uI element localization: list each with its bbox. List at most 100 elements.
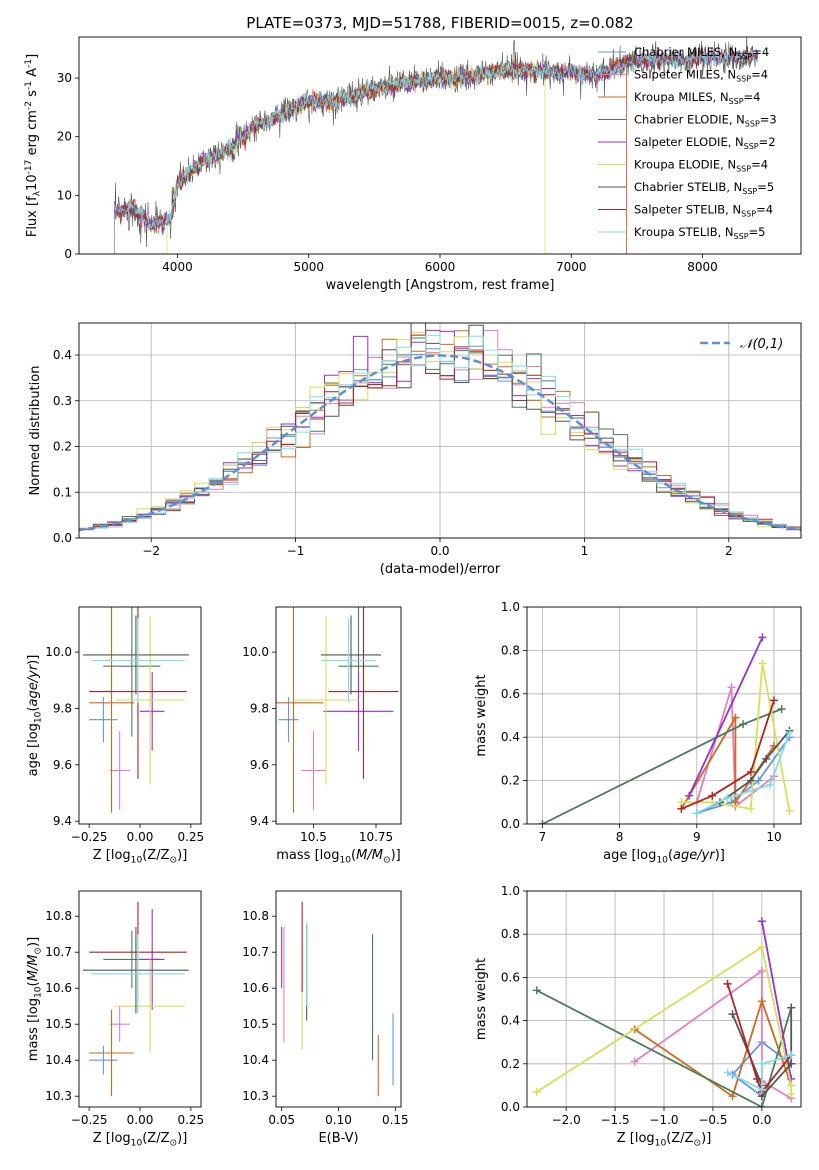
y-tick-label: 10.8	[242, 909, 269, 923]
x-tick-label: 0.10	[325, 1113, 352, 1127]
x-tick-label: 8000	[687, 260, 718, 274]
age-vs-z-plot-area	[83, 607, 189, 813]
x-tick-label: 2	[725, 544, 733, 558]
mass-weight-marker	[757, 917, 766, 926]
mass-vs-ebv-frame	[275, 890, 402, 1108]
x-tick-label: 10	[766, 830, 781, 844]
y-tick-label: 10.8	[45, 909, 72, 923]
residuals-y-axis-label: Normed distribution	[28, 366, 43, 496]
age-vs-mass-plot-area	[276, 607, 399, 813]
y-tick-label: 9.8	[250, 701, 269, 715]
y-tick-label: 10.5	[45, 1017, 72, 1031]
x-tick-label: −1.0	[649, 1113, 678, 1127]
age-vs-mass-frame	[275, 606, 402, 825]
weight-vs-z-x-axis-label: Z [log10​(Z/Z⊙​)]	[617, 1131, 712, 1148]
mass-weight-line	[696, 736, 791, 814]
y-tick-label: 10.0	[45, 645, 72, 659]
legend-entry: Salpeter STELIB, NSSP=4	[634, 203, 773, 219]
y-tick-label: 10.7	[45, 945, 72, 959]
mass-weight-marker	[746, 767, 755, 776]
y-tick-label: 10.3	[45, 1089, 72, 1103]
mass-weight-marker	[757, 1103, 766, 1107]
model-spectrum-line	[114, 52, 627, 254]
mass-weight-marker	[723, 979, 732, 988]
mass-weight-line	[681, 700, 775, 810]
residuals-plot-area	[79, 323, 801, 538]
y-tick-label: 1.0	[501, 600, 520, 614]
x-tick-label: 0.25	[177, 1113, 204, 1127]
mass-weight-marker	[762, 754, 771, 763]
mass-weight-marker	[685, 791, 694, 800]
y-tick-label: 10.4	[242, 1053, 269, 1067]
x-tick-label: −0.25	[71, 1113, 108, 1127]
mass-weight-marker	[538, 820, 547, 824]
weight-vs-age-frame	[526, 606, 802, 825]
y-tick-label: 10.0	[242, 645, 269, 659]
mass-weight-line	[536, 945, 793, 1094]
y-tick-label: 10.4	[45, 1053, 72, 1067]
y-tick-label: 0.4	[501, 1014, 520, 1028]
mass-weight-marker	[692, 809, 701, 818]
mass-weight-marker	[746, 776, 755, 785]
legend-entry: Kroupa MILES, NSSP=4	[634, 90, 760, 106]
residual-histogram-step	[79, 334, 801, 532]
x-tick-label: 10.75	[359, 830, 393, 844]
legend-entry: Kroupa ELODIE, NSSP=4	[634, 158, 768, 174]
x-tick-label: 0.25	[177, 830, 204, 844]
legend-entry: Chabrier MILES, NSSP=4	[634, 45, 769, 61]
residuals-x-axis-label: (data-model)/error	[380, 562, 501, 577]
y-tick-label: 0.4	[53, 348, 72, 362]
mass-weight-marker	[731, 798, 740, 807]
spectrum-x-axis-label: wavelength [Angstrom, rest frame]	[326, 278, 555, 293]
legend-entry: Chabrier ELODIE, NSSP=3	[634, 113, 777, 129]
normal-reference-curve	[79, 354, 801, 532]
mass-weight-marker	[785, 806, 794, 815]
figure-title: PLATE=0373, MJD=51788, FIBERID=0015, z=0…	[246, 14, 633, 32]
mass-weight-marker	[757, 966, 766, 975]
mass-weight-marker	[785, 728, 794, 737]
x-tick-label: 10.5	[300, 830, 327, 844]
residuals-panel: −2 −1 0.0 1 2 0.0 0.1 0.2 0.3 0.4 (data-model)/err…	[28, 322, 802, 577]
mass-weight-marker	[708, 791, 717, 800]
mass-vs-ebv-panel: 0.05 0.10 0.15 10.3 10.4 10.5 10.6 10.7 10.8 E(B-…	[242, 890, 409, 1146]
mass-weight-marker	[728, 1092, 737, 1101]
weight-vs-age-y-axis-label: mass weight	[474, 674, 489, 756]
weight-vs-age-x-axis-label: age [log10​(age/yr)]	[603, 848, 725, 865]
x-tick-label: 0.0	[752, 1113, 771, 1127]
y-tick-label: 30	[57, 71, 72, 85]
y-tick-label: 10	[57, 188, 72, 202]
legend-entry: Salpeter ELODIE, NSSP=2	[634, 135, 776, 151]
x-tick-label: 0.00	[127, 1113, 154, 1127]
y-tick-label: 10.3	[242, 1089, 269, 1103]
mass-weight-line	[688, 637, 764, 797]
age-vs-z-frame	[78, 606, 202, 825]
mass-weight-marker	[630, 1057, 639, 1066]
weight-vs-age-plot-area	[527, 607, 801, 824]
mass-weight-marker	[787, 1081, 796, 1090]
mass-weight-marker	[752, 1074, 761, 1083]
x-tick-label: −0.25	[71, 830, 108, 844]
mass-weight-marker	[766, 780, 775, 789]
age-vs-z-x-axis-label: Z [log10​(Z/Z⊙​)]	[93, 848, 188, 865]
y-tick-label: 9.4	[53, 814, 72, 828]
model-spectrum-line	[114, 55, 627, 254]
y-tick-label: 10.5	[242, 1017, 269, 1031]
mass-weight-marker	[746, 804, 755, 813]
y-tick-label: 0.2	[53, 440, 72, 454]
y-tick-label: 0.0	[501, 817, 520, 831]
age-vs-z-panel: −0.25 0.00 0.25 9.4 9.6 9.8 10.0 Z [log10​(Z/Z⊙…	[26, 606, 204, 865]
mass-weight-marker	[723, 793, 732, 802]
y-tick-label: 0.0	[53, 531, 72, 545]
x-tick-label: 0.05	[268, 1113, 295, 1127]
mass-weight-line	[727, 1054, 792, 1092]
residuals-legend-entry: 𝒩(0,1)	[740, 337, 783, 352]
y-tick-label: 0.6	[501, 970, 520, 984]
legend-entry: Chabrier STELIB, NSSP=5	[634, 180, 774, 196]
mass-weight-marker	[727, 683, 736, 692]
y-tick-label: 9.6	[53, 758, 72, 772]
x-tick-label: 8	[616, 830, 624, 844]
mass-weight-marker	[728, 1010, 737, 1019]
mass-weight-marker	[757, 943, 766, 952]
mass-weight-line	[731, 1040, 792, 1097]
x-tick-label: −1.5	[601, 1113, 630, 1127]
